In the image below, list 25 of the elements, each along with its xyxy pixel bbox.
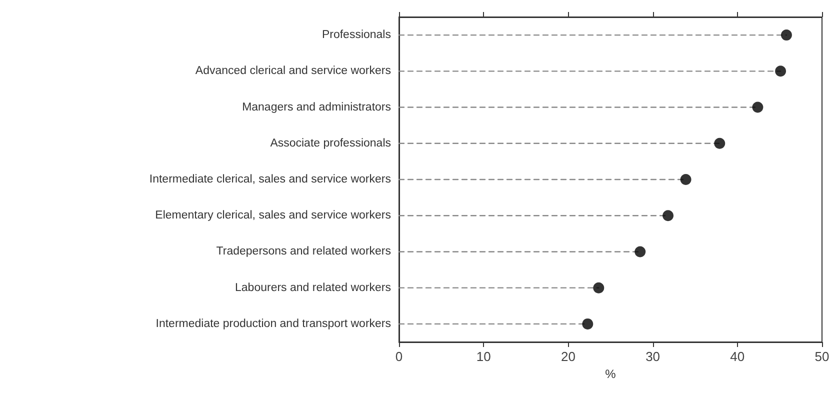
x-tick-label: 0 [395,349,403,364]
x-tick-label: 20 [560,349,576,364]
point [634,246,646,258]
point [775,66,786,77]
y-tick-label: Elementary clerical, sales and service workers [155,210,392,222]
y-tick-label: Managers and administrators [242,101,392,114]
point [662,210,674,222]
point [582,318,594,330]
point [752,102,764,113]
point [780,30,792,41]
x-axis-title: % [605,366,616,381]
y-tick-label: Associate professionals [270,137,392,150]
y-tick-label: Advanced clerical and service workers [195,65,392,78]
x-tick-label: 40 [730,349,745,364]
point [680,174,692,185]
y-tick-label: Tradepersons and related workers [216,246,392,258]
point [714,138,726,149]
x-tick-label: 30 [646,349,660,364]
y-tick-label: Professionals [322,29,392,42]
point [593,282,604,294]
y-tick-label: Labourers and related workers [235,282,392,294]
y-tick-label: Intermediate production and transport workers [156,318,392,330]
x-tick-label: 50 [814,349,830,364]
y-tick-label: Intermediate clerical, sales and service workers [149,174,392,186]
x-tick-label: 10 [476,349,491,364]
